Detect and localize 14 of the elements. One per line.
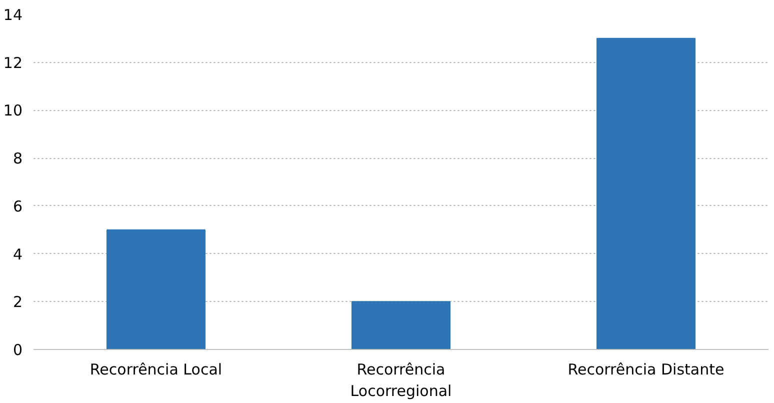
y-tick-label: 0 <box>12 341 23 359</box>
bar <box>106 229 206 350</box>
bar <box>352 301 450 350</box>
y-tick-label: 4 <box>12 245 23 264</box>
x-tick-label: Recorrência Local <box>90 360 222 378</box>
x-tick-label: Recorrência Distante <box>568 360 724 378</box>
y-tick-label: 10 <box>3 102 23 120</box>
bar <box>596 38 696 350</box>
x-tick-label: Recorrência Locorregional <box>350 360 452 400</box>
y-tick-label: 6 <box>12 197 23 216</box>
y-tick-label: 2 <box>12 293 23 312</box>
y-tick-label: 8 <box>12 150 23 168</box>
y-tick-label: 14 <box>3 6 23 24</box>
y-tick-label: 12 <box>3 54 23 72</box>
